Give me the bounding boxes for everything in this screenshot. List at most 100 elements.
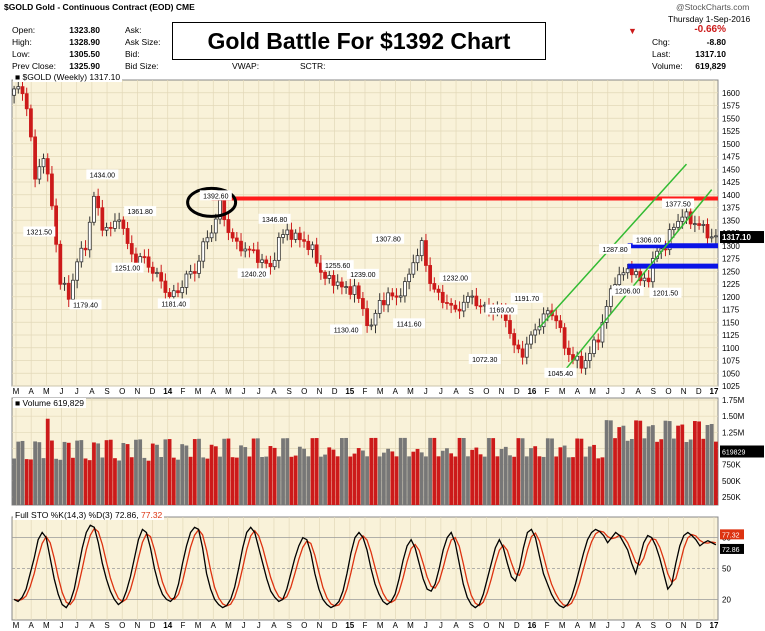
x-tick-label: J [257, 387, 261, 396]
x-tick-label: 17 [710, 387, 719, 396]
x-tick-label-bottom: N [317, 621, 323, 630]
x-tick-label-bottom: A [393, 621, 399, 630]
x-tick-label-bottom: 17 [710, 621, 719, 630]
candle-body [96, 195, 101, 209]
candle-body [108, 226, 113, 229]
x-tick-label-bottom: D [514, 621, 520, 630]
volume-bar [503, 446, 508, 505]
candle-body [71, 279, 75, 300]
volume-bar [138, 439, 143, 505]
stoch-d-label: 77.32 [141, 510, 163, 520]
volume-bar [239, 445, 243, 505]
candle-body [709, 236, 714, 239]
candle-body [117, 219, 122, 222]
down-arrow-icon: ▼ [628, 26, 637, 36]
volume-bar [403, 437, 407, 505]
candle-body [415, 255, 420, 264]
x-tick-label-bottom: A [575, 621, 581, 630]
candle-body [310, 244, 315, 250]
volume-bar [243, 447, 248, 505]
candle-body [352, 285, 357, 295]
candle-body [474, 295, 479, 307]
candle-body [592, 339, 596, 354]
low-label: Low: [12, 49, 30, 59]
candle-body [302, 239, 306, 242]
volume-bar [113, 458, 117, 505]
candle-body [239, 240, 243, 252]
volume-bar [428, 437, 433, 505]
volume-y-tick-label: 1.50M [722, 412, 745, 421]
price-y-tick-label: 1275 [722, 255, 740, 264]
x-tick-label: M [377, 387, 384, 396]
candle-body [45, 158, 50, 175]
volume-bar [474, 447, 479, 505]
candle-body [348, 286, 353, 295]
volume-bar [714, 441, 718, 505]
volume-bar [108, 439, 113, 505]
candle-body [100, 207, 105, 231]
volume-bar [453, 456, 458, 505]
x-tick-label-bottom: J [439, 621, 443, 630]
price-annotation: 1392.60 [203, 193, 228, 200]
volume-bar [533, 446, 538, 505]
x-tick-label-bottom: A [89, 621, 95, 630]
candle-body [386, 292, 390, 306]
candle-body [676, 220, 680, 228]
candle-body [470, 295, 475, 298]
candle-body [234, 237, 239, 242]
volume-y-tick-label: 250K [722, 493, 741, 502]
candle-body [289, 229, 294, 240]
last-value: 1317.10 [695, 49, 726, 59]
volume-bar [83, 458, 88, 505]
volume-bar [327, 447, 332, 505]
price-panel-title-text: $GOLD (Weekly) 1317.10 [22, 72, 121, 82]
candle-body [512, 333, 517, 346]
x-tick-label: A [635, 387, 641, 396]
price-annotation-bg [346, 268, 379, 279]
candle-body [617, 274, 622, 286]
volume-bar [142, 457, 147, 505]
volume-bar [184, 445, 189, 505]
stoch-k-label: Full STO %K(14,3) %D(3) 72.86, [15, 510, 139, 520]
volume-bar [54, 458, 59, 505]
candle-body [449, 303, 454, 306]
volume-bar [344, 437, 348, 505]
candle-body [684, 211, 689, 218]
stoch-y-tick-label: 50 [722, 565, 731, 574]
volume-bar [373, 437, 378, 505]
candle-body [87, 221, 92, 251]
stoch-y-tick-label: 20 [722, 595, 731, 604]
x-tick-label-bottom: S [469, 621, 474, 630]
volume-tag: 619829 [722, 450, 745, 457]
candle-body [335, 281, 340, 286]
x-tick-label-bottom: O [301, 621, 307, 630]
volume-bar [234, 457, 239, 505]
price-annotation-bg [23, 226, 56, 237]
x-tick-label: A [211, 387, 217, 396]
candle-body [142, 256, 147, 258]
candle-body [516, 344, 521, 350]
volume-bar [188, 456, 193, 505]
volume-bar [117, 460, 122, 505]
candle-body [176, 290, 180, 294]
price-y-tick-label: 1475 [722, 153, 740, 162]
price-y-tick-label: 1450 [722, 165, 740, 174]
x-tick-label-bottom: J [75, 621, 79, 630]
candle-body [260, 259, 264, 263]
candle-body [255, 249, 260, 263]
price-annotation-bg [662, 198, 695, 209]
volume-bar [29, 459, 33, 505]
volume-bar [701, 438, 706, 505]
candle-body [197, 260, 201, 274]
symbol-line: $GOLD Gold - Continuous Contract (EOD) C… [4, 2, 195, 12]
candle-body [66, 282, 71, 300]
x-tick-label: J [242, 387, 246, 396]
candle-body [596, 339, 601, 343]
volume-bar [411, 451, 416, 505]
volume-bar [676, 425, 680, 505]
candle-body [579, 355, 584, 369]
price-annotation-bg [485, 304, 518, 315]
volume-bar [445, 448, 449, 505]
volume-bar [566, 457, 571, 505]
volume-bar [37, 442, 42, 505]
